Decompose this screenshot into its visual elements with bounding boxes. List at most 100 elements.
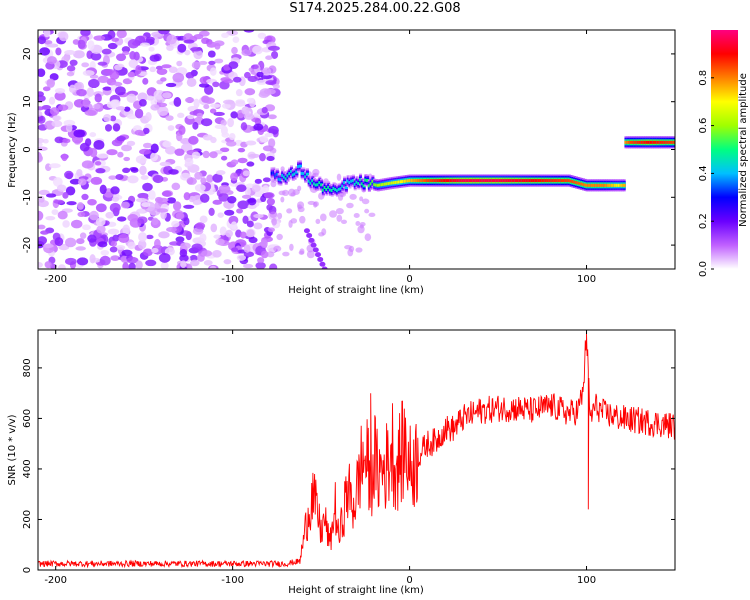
snr-y-tick-label: 400: [22, 459, 33, 478]
ridge-segment: [277, 177, 281, 181]
ridge-segment: [330, 189, 334, 193]
noise-blob: [346, 202, 354, 209]
ridge-segment: [350, 179, 354, 183]
noise-blob: [193, 33, 204, 40]
noise-blob: [110, 255, 120, 262]
noise-blob: [200, 118, 213, 127]
noise-blob: [120, 201, 130, 209]
ridge-segment: [627, 140, 631, 144]
noise-blob: [226, 140, 237, 147]
noise-blob: [289, 243, 294, 251]
noise-blob: [77, 39, 86, 49]
noise-blob: [46, 78, 56, 88]
ridge-segment: [419, 179, 423, 183]
noise-blob: [247, 75, 258, 82]
noise-blob: [177, 43, 187, 53]
noise-blob: [364, 233, 372, 242]
ridge-segment: [392, 181, 396, 185]
noise-blob: [86, 87, 94, 97]
noise-blob: [230, 172, 239, 181]
ridge-segment: [578, 181, 582, 185]
noise-blob: [140, 175, 149, 180]
noise-blob: [96, 225, 106, 234]
noise-blob: [58, 31, 69, 42]
noise-blob: [180, 242, 191, 250]
noise-blob: [69, 178, 81, 185]
noise-blob: [88, 78, 100, 89]
ridge-segment: [530, 179, 534, 183]
spectrogram-x-axis-label: Height of straight line (km): [288, 285, 424, 296]
noise-blob: [260, 74, 273, 80]
noise-blob: [230, 221, 238, 230]
noise-blob: [46, 56, 57, 65]
ridge-segment: [666, 140, 670, 144]
ridge-segment: [638, 140, 642, 144]
ridge-segment: [297, 165, 301, 169]
noise-blob: [73, 82, 83, 90]
noise-blob: [209, 67, 217, 76]
ridge-segment: [544, 179, 548, 183]
noise-blob: [106, 149, 118, 156]
noise-blob: [89, 132, 97, 138]
noise-blob: [280, 196, 285, 203]
ridge-segment: [498, 179, 502, 183]
noise-blob: [95, 217, 106, 227]
noise-blob: [57, 104, 69, 111]
snr-frame: [37, 329, 676, 571]
noise-blob: [194, 184, 206, 192]
noise-blob: [55, 47, 62, 56]
noise-blob: [202, 134, 213, 141]
noise-blob: [122, 167, 131, 174]
noise-blob: [89, 147, 98, 158]
ridge-segment: [477, 179, 481, 183]
ridge-segment: [474, 179, 478, 183]
colorbar-tick-label: 0.8: [698, 70, 709, 86]
noise-blob: [154, 238, 161, 249]
noise-blob: [208, 60, 216, 65]
noise-blob: [66, 201, 77, 206]
ridge-segment: [466, 179, 470, 183]
noise-blob: [340, 219, 348, 225]
ridge-segment: [470, 179, 474, 183]
ridge-segment: [656, 140, 660, 144]
snr-y-tick-label: 0: [22, 567, 33, 573]
noise-blob: [246, 229, 255, 238]
noise-blob: [219, 147, 230, 153]
noise-blob: [142, 127, 150, 135]
ridge-segment: [583, 183, 587, 187]
noise-blob: [266, 251, 275, 258]
ridge-segment: [272, 171, 276, 175]
noise-blob: [166, 34, 177, 45]
ridge-segment: [438, 179, 442, 183]
noise-blob: [107, 30, 116, 40]
noise-blob: [259, 152, 266, 162]
noise-blob: [243, 244, 251, 253]
snr-x-tick-label: -200: [44, 575, 67, 586]
ridge-segment: [649, 140, 653, 144]
noise-blob: [262, 185, 270, 193]
noise-blob: [73, 98, 86, 108]
ridge-segment: [650, 140, 654, 144]
noise-blob: [268, 138, 276, 148]
noise-blob: [180, 260, 187, 268]
ridge-segment: [564, 179, 568, 183]
noise-blob: [78, 178, 87, 186]
secondary-trace-point: [306, 233, 313, 239]
ridge-segment: [475, 179, 479, 183]
noise-blob: [240, 122, 248, 131]
ridge-segment: [343, 181, 347, 185]
noise-blob: [38, 224, 46, 230]
ridge-segment: [548, 179, 552, 183]
noise-blob: [73, 50, 85, 59]
ridge-segment: [447, 179, 451, 183]
noise-blob: [127, 39, 139, 49]
ridge-segment: [334, 187, 338, 191]
ridge-segment: [505, 179, 509, 183]
ridge-segment: [504, 179, 508, 183]
noise-blob: [236, 184, 247, 192]
noise-blob: [142, 182, 153, 192]
noise-blob: [90, 176, 103, 185]
noise-blob: [54, 237, 64, 247]
colorbar-tick-label: 0.4: [698, 165, 709, 181]
